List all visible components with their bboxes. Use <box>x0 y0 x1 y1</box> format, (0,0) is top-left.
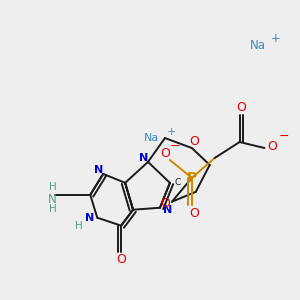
Text: O: O <box>237 101 247 114</box>
Text: N: N <box>94 165 103 175</box>
Text: O: O <box>189 134 199 148</box>
Text: Na: Na <box>144 133 160 143</box>
Text: C: C <box>175 178 181 187</box>
Text: N: N <box>140 153 149 163</box>
Text: H: H <box>76 220 83 231</box>
Text: Na: Na <box>250 39 266 52</box>
Text: H: H <box>49 182 56 192</box>
Text: −: − <box>169 140 180 152</box>
Text: N: N <box>163 205 172 215</box>
Text: +: + <box>271 32 281 45</box>
Text: +: + <box>167 127 177 137</box>
Text: −: − <box>279 130 290 142</box>
Text: H: H <box>49 204 56 214</box>
Text: O: O <box>160 148 170 160</box>
Text: O: O <box>160 197 170 210</box>
Text: O: O <box>116 253 126 266</box>
Text: O: O <box>268 140 278 152</box>
Text: O: O <box>189 207 199 220</box>
Text: N: N <box>85 213 94 223</box>
Text: P: P <box>187 171 197 185</box>
Text: N: N <box>48 193 57 206</box>
